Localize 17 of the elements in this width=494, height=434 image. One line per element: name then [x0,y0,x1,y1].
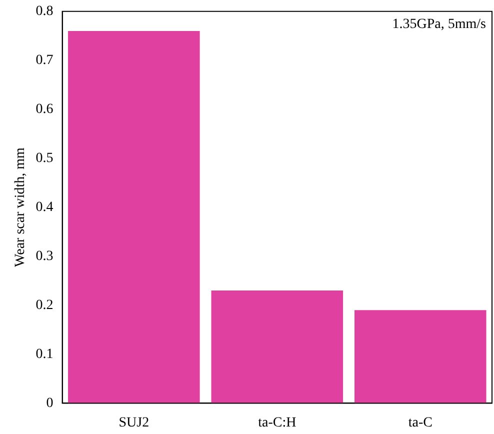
x-tick-label: ta-C:H [258,415,296,430]
bar [68,30,200,404]
bar [211,290,344,404]
y-tick-label: 0.8 [36,4,54,20]
y-tick-label: 0.2 [36,298,54,313]
x-tick-label: SUJ2 [118,415,150,430]
y-axis-title: Wear scar width, mm [13,147,28,267]
x-tick-label: ta-C [408,415,432,430]
y-tick-label: 0.5 [36,150,54,166]
y-tick-label: 0.4 [36,200,54,215]
annotation: 1.35GPa, 5mm/s [392,17,486,32]
y-tick-label: 0.7 [36,53,54,68]
y-tick-label: 0.1 [36,346,54,362]
bar [354,310,486,404]
y-tick-label: 0.6 [36,102,54,118]
y-tick-label: 0 [46,396,54,411]
y-tick-label: 0.3 [36,248,54,264]
